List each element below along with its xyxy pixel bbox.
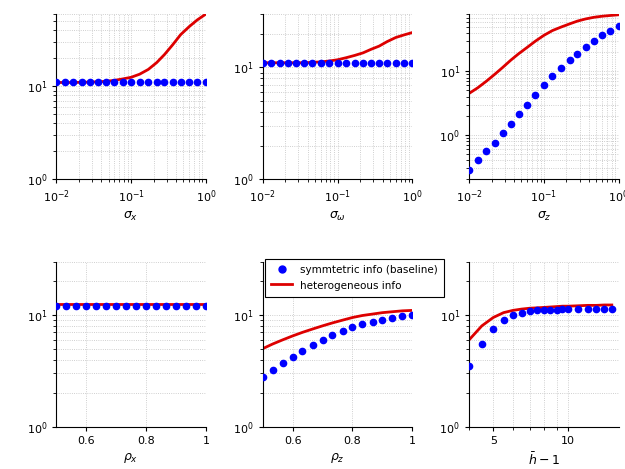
X-axis label: $\sigma_x$: $\sigma_x$ (124, 210, 139, 223)
X-axis label: $\sigma_z$: $\sigma_z$ (537, 210, 551, 223)
Legend: symmtetric info (baseline), heterogeneous info: symmtetric info (baseline), heterogeneou… (265, 259, 444, 297)
X-axis label: $\rho_x$: $\rho_x$ (124, 451, 139, 465)
X-axis label: $\sigma_\omega$: $\sigma_\omega$ (329, 210, 346, 223)
X-axis label: $\rho_z$: $\rho_z$ (330, 451, 345, 465)
X-axis label: $\bar{h}-1$: $\bar{h}-1$ (528, 451, 560, 468)
